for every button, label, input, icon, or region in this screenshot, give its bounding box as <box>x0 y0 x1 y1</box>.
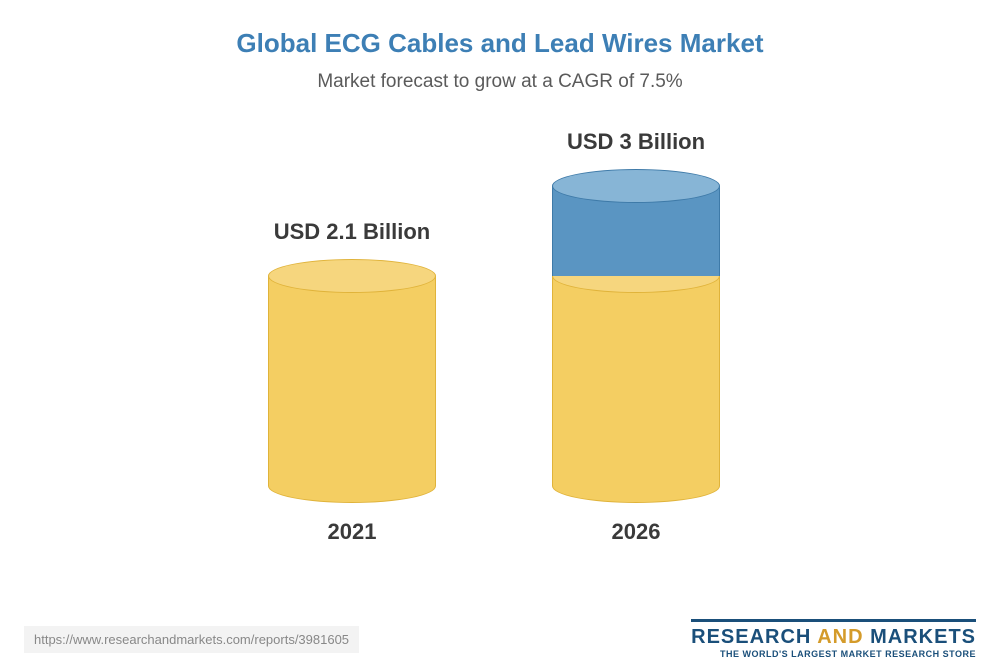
year-label-2026: 2026 <box>552 519 720 545</box>
chart-title: Global ECG Cables and Lead Wires Market <box>0 0 1000 59</box>
footer: https://www.researchandmarkets.com/repor… <box>0 611 1000 667</box>
cylinder-2026: USD 3 Billion2026 <box>552 169 720 503</box>
value-label-2026: USD 3 Billion <box>522 129 750 155</box>
logo-word2: AND <box>817 626 863 648</box>
logo-text: RESEARCH AND MARKETS <box>691 626 976 649</box>
logo-word1: RESEARCH <box>691 626 811 648</box>
value-label-2021: USD 2.1 Billion <box>238 219 466 245</box>
source-url: https://www.researchandmarkets.com/repor… <box>24 626 359 653</box>
logo-word3: MARKETS <box>870 626 976 648</box>
cylinder-2021: USD 2.1 Billion2021 <box>268 259 436 503</box>
year-label-2021: 2021 <box>268 519 436 545</box>
logo-tagline: THE WORLD'S LARGEST MARKET RESEARCH STOR… <box>691 649 976 659</box>
logo: RESEARCH AND MARKETS THE WORLD'S LARGEST… <box>691 619 976 659</box>
chart-subtitle: Market forecast to grow at a CAGR of 7.5… <box>0 59 1000 93</box>
chart-area: USD 2.1 Billion2021USD 3 Billion2026 <box>0 113 1000 553</box>
